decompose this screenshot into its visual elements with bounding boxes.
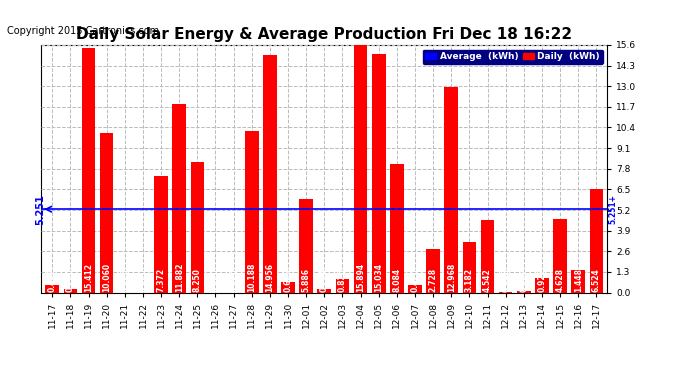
Text: 1.448: 1.448: [573, 268, 582, 292]
Title: Daily Solar Energy & Average Production Fri Dec 18 16:22: Daily Solar Energy & Average Production …: [76, 27, 573, 42]
Bar: [390, 164, 404, 292]
Legend: Average  (kWh), Daily  (kWh): Average (kWh), Daily (kWh): [422, 50, 602, 64]
Bar: [81, 48, 95, 292]
Text: 2.728: 2.728: [428, 268, 437, 292]
Text: 0.470: 0.470: [411, 268, 420, 292]
Text: 8.084: 8.084: [393, 268, 402, 292]
Bar: [535, 278, 549, 292]
Bar: [462, 242, 476, 292]
Bar: [571, 270, 585, 292]
Bar: [155, 176, 168, 292]
Bar: [335, 279, 349, 292]
Text: 0.234: 0.234: [319, 268, 329, 292]
Text: 4.542: 4.542: [483, 268, 492, 292]
Bar: [517, 291, 531, 292]
Bar: [282, 282, 295, 292]
Bar: [408, 285, 422, 292]
Text: 8.250: 8.250: [193, 268, 202, 292]
Text: 11.882: 11.882: [175, 262, 184, 292]
Text: 0.922: 0.922: [538, 268, 546, 292]
Bar: [46, 285, 59, 292]
Text: 15.412: 15.412: [84, 263, 93, 292]
Text: 0.000: 0.000: [139, 268, 148, 292]
Text: 15.894: 15.894: [356, 262, 365, 292]
Text: 10.060: 10.060: [102, 262, 111, 292]
Bar: [553, 219, 567, 292]
Bar: [263, 55, 277, 292]
Text: 14.956: 14.956: [266, 263, 275, 292]
Text: 0.048: 0.048: [501, 268, 510, 292]
Text: 10.188: 10.188: [247, 262, 256, 292]
Bar: [317, 289, 331, 292]
Text: 5.251+: 5.251+: [608, 194, 617, 224]
Bar: [481, 220, 494, 292]
Bar: [190, 162, 204, 292]
Text: 15.034: 15.034: [374, 263, 383, 292]
Bar: [354, 40, 367, 292]
Bar: [589, 189, 603, 292]
Text: 5.886: 5.886: [302, 268, 310, 292]
Bar: [100, 133, 113, 292]
Text: 0.200: 0.200: [66, 268, 75, 292]
Text: 0.820: 0.820: [338, 268, 347, 292]
Text: 4.628: 4.628: [555, 268, 564, 292]
Text: 5.251: 5.251: [35, 194, 46, 225]
Text: 0.000: 0.000: [211, 268, 220, 292]
Text: 3.182: 3.182: [465, 268, 474, 292]
Bar: [299, 199, 313, 292]
Text: 12.968: 12.968: [446, 262, 455, 292]
Text: Copyright 2015 Cartronics.com: Copyright 2015 Cartronics.com: [7, 26, 159, 36]
Bar: [63, 290, 77, 292]
Bar: [426, 249, 440, 292]
Bar: [444, 87, 458, 292]
Text: 0.686: 0.686: [284, 268, 293, 292]
Text: 6.524: 6.524: [592, 268, 601, 292]
Text: 0.000: 0.000: [120, 268, 129, 292]
Text: 0.452: 0.452: [48, 268, 57, 292]
Text: 0.082: 0.082: [520, 268, 529, 292]
Bar: [172, 104, 186, 292]
Text: 0.000: 0.000: [229, 268, 238, 292]
Text: 7.372: 7.372: [157, 268, 166, 292]
Bar: [245, 131, 259, 292]
Bar: [372, 54, 386, 292]
